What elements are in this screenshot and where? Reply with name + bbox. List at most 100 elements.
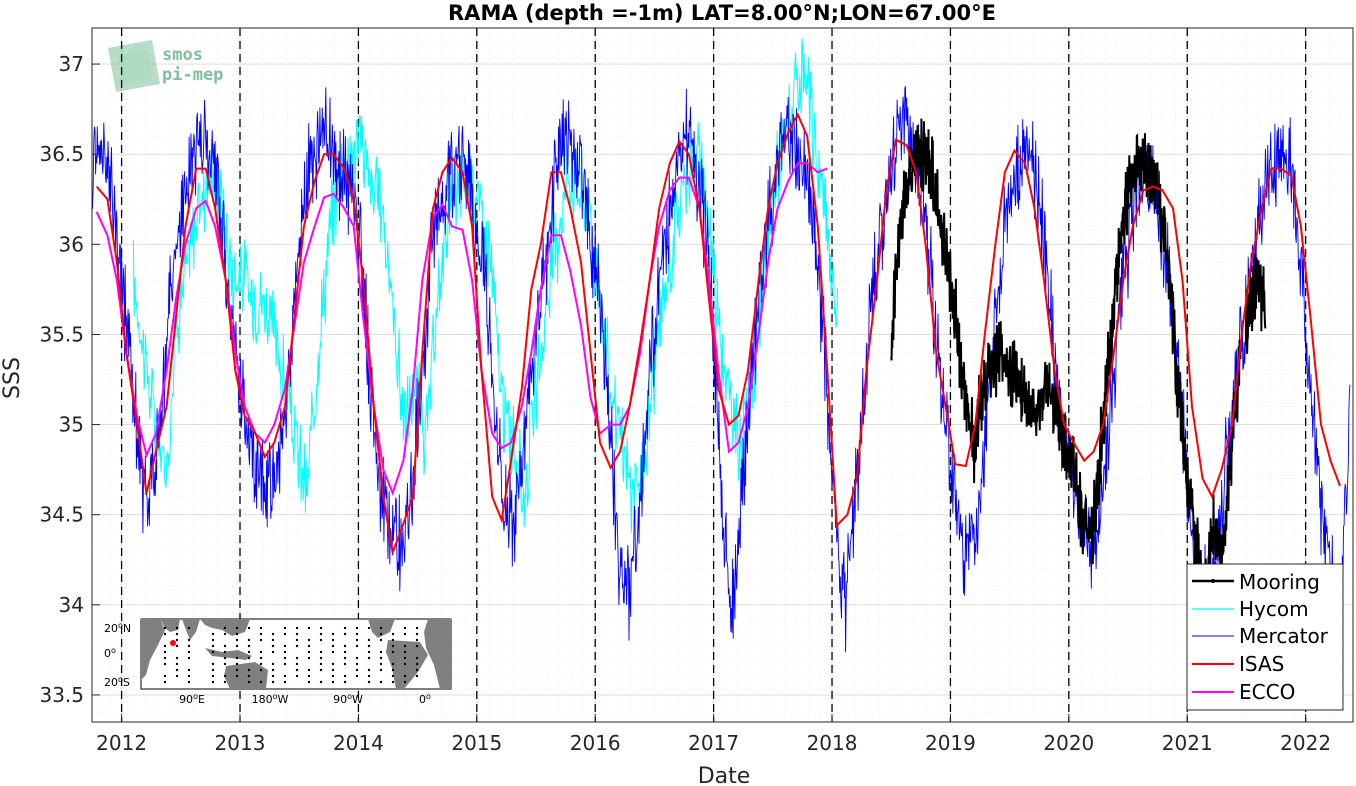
- buoy-marker: [367, 638, 371, 642]
- series-line-hycom: [132, 38, 838, 533]
- buoy-marker: [247, 680, 251, 684]
- x-tick-label: 2020: [1043, 731, 1094, 755]
- buoy-marker: [331, 662, 335, 666]
- buoy-marker: [331, 674, 335, 678]
- y-tick-label: 37: [59, 52, 84, 76]
- x-tick-label: 2012: [96, 731, 147, 755]
- buoy-marker: [367, 626, 371, 630]
- buoy-marker: [367, 650, 371, 654]
- buoy-marker: [391, 638, 395, 642]
- buoy-marker: [235, 632, 239, 636]
- chart-title: RAMA (depth =-1m) LAT=8.00°N;LON=67.00°E: [448, 1, 996, 25]
- hemisphere: E: [198, 693, 205, 706]
- buoy-marker: [307, 680, 311, 684]
- buoy-marker: [175, 668, 179, 672]
- x-tick-label: 2018: [807, 731, 858, 755]
- buoy-marker: [211, 650, 215, 654]
- logo: smos pi-mep: [108, 40, 223, 92]
- buoy-marker: [343, 626, 347, 630]
- buoy-marker: [331, 668, 335, 672]
- land-south-america: [386, 640, 428, 689]
- buoy-marker: [259, 650, 263, 654]
- buoy-marker: [271, 662, 275, 666]
- buoy-marker: [379, 668, 383, 672]
- buoy-marker: [367, 680, 371, 684]
- buoy-marker: [223, 662, 227, 666]
- buoy-marker: [187, 638, 191, 642]
- buoy-marker: [307, 656, 311, 660]
- legend-item-mercator: Mercator: [1192, 624, 1329, 648]
- buoy-marker: [259, 668, 263, 672]
- buoy-marker: [307, 638, 311, 642]
- buoy-marker: [247, 656, 251, 660]
- buoy-marker: [247, 650, 251, 654]
- buoy-marker: [355, 656, 359, 660]
- buoy-marker: [187, 668, 191, 672]
- buoy-marker: [319, 632, 323, 636]
- hemisphere: S: [123, 676, 130, 689]
- buoy-marker: [307, 650, 311, 654]
- buoy-marker: [355, 662, 359, 666]
- buoy-marker: [283, 662, 287, 666]
- buoy-marker: [379, 662, 383, 666]
- buoy-marker: [247, 626, 251, 630]
- buoy-marker: [271, 674, 275, 678]
- buoy-marker: [415, 674, 419, 678]
- x-axis: 2012 2013 2014 2015 2016 2017 2018 2019 2020 2021…: [96, 714, 1331, 755]
- buoy-marker: [283, 632, 287, 636]
- x-tick-label: 2015: [451, 731, 502, 755]
- buoy-marker: [163, 650, 167, 654]
- y-axis-label: SSS: [0, 357, 25, 399]
- buoy-marker: [403, 680, 407, 684]
- legend-item-isas: ISAS: [1192, 652, 1284, 676]
- x-tick-label: 2017: [688, 731, 739, 755]
- buoy-marker: [283, 644, 287, 648]
- land-africa-east: [424, 619, 451, 689]
- degree-symbol: o: [426, 692, 431, 701]
- buoy-marker: [415, 644, 419, 648]
- buoy-marker: [235, 668, 239, 672]
- buoy-marker: [163, 626, 167, 630]
- land-australia: [224, 662, 268, 689]
- legend: Mooring Hycom Mercator ISAS ECCO: [1186, 563, 1344, 711]
- legend-label-mercator: Mercator: [1239, 624, 1329, 648]
- buoy-marker: [331, 638, 335, 642]
- buoy-marker: [211, 632, 215, 636]
- buoy-marker: [343, 644, 347, 648]
- buoy-marker: [235, 644, 239, 648]
- x-tick-label: 2014: [333, 731, 384, 755]
- buoy-marker: [367, 668, 371, 672]
- inset-map-y-tick-label: 20oN: [104, 621, 131, 635]
- legend-label-ecco: ECCO: [1239, 680, 1295, 704]
- buoy-marker: [415, 668, 419, 672]
- y-tick-label: 34: [59, 593, 84, 617]
- buoy-marker: [295, 644, 299, 648]
- buoy-marker: [403, 656, 407, 660]
- buoy-marker: [331, 644, 335, 648]
- buoy-marker: [223, 644, 227, 648]
- buoy-marker: [259, 626, 263, 630]
- buoy-marker: [223, 650, 227, 654]
- buoy-marker: [223, 632, 227, 636]
- logo-text-line1: smos: [162, 45, 203, 65]
- buoy-marker: [391, 680, 395, 684]
- legend-box: [1186, 563, 1344, 711]
- buoy-marker: [271, 638, 275, 642]
- series-layer: [92, 38, 1351, 657]
- buoy-marker: [175, 662, 179, 666]
- buoy-marker: [343, 632, 347, 636]
- y-tick-label: 36.5: [39, 142, 84, 166]
- hemisphere: W: [352, 693, 363, 706]
- x-tick-label: 2022: [1280, 731, 1331, 755]
- buoy-marker: [343, 662, 347, 666]
- buoy-marker: [211, 668, 215, 672]
- x-axis-label: Date: [698, 764, 751, 786]
- buoy-marker: [343, 656, 347, 660]
- buoy-marker: [247, 668, 251, 672]
- buoy-marker: [403, 644, 407, 648]
- buoy-marker: [379, 632, 383, 636]
- buoy-marker: [223, 680, 227, 684]
- mooring-array: [163, 626, 419, 684]
- buoy-marker: [235, 626, 239, 630]
